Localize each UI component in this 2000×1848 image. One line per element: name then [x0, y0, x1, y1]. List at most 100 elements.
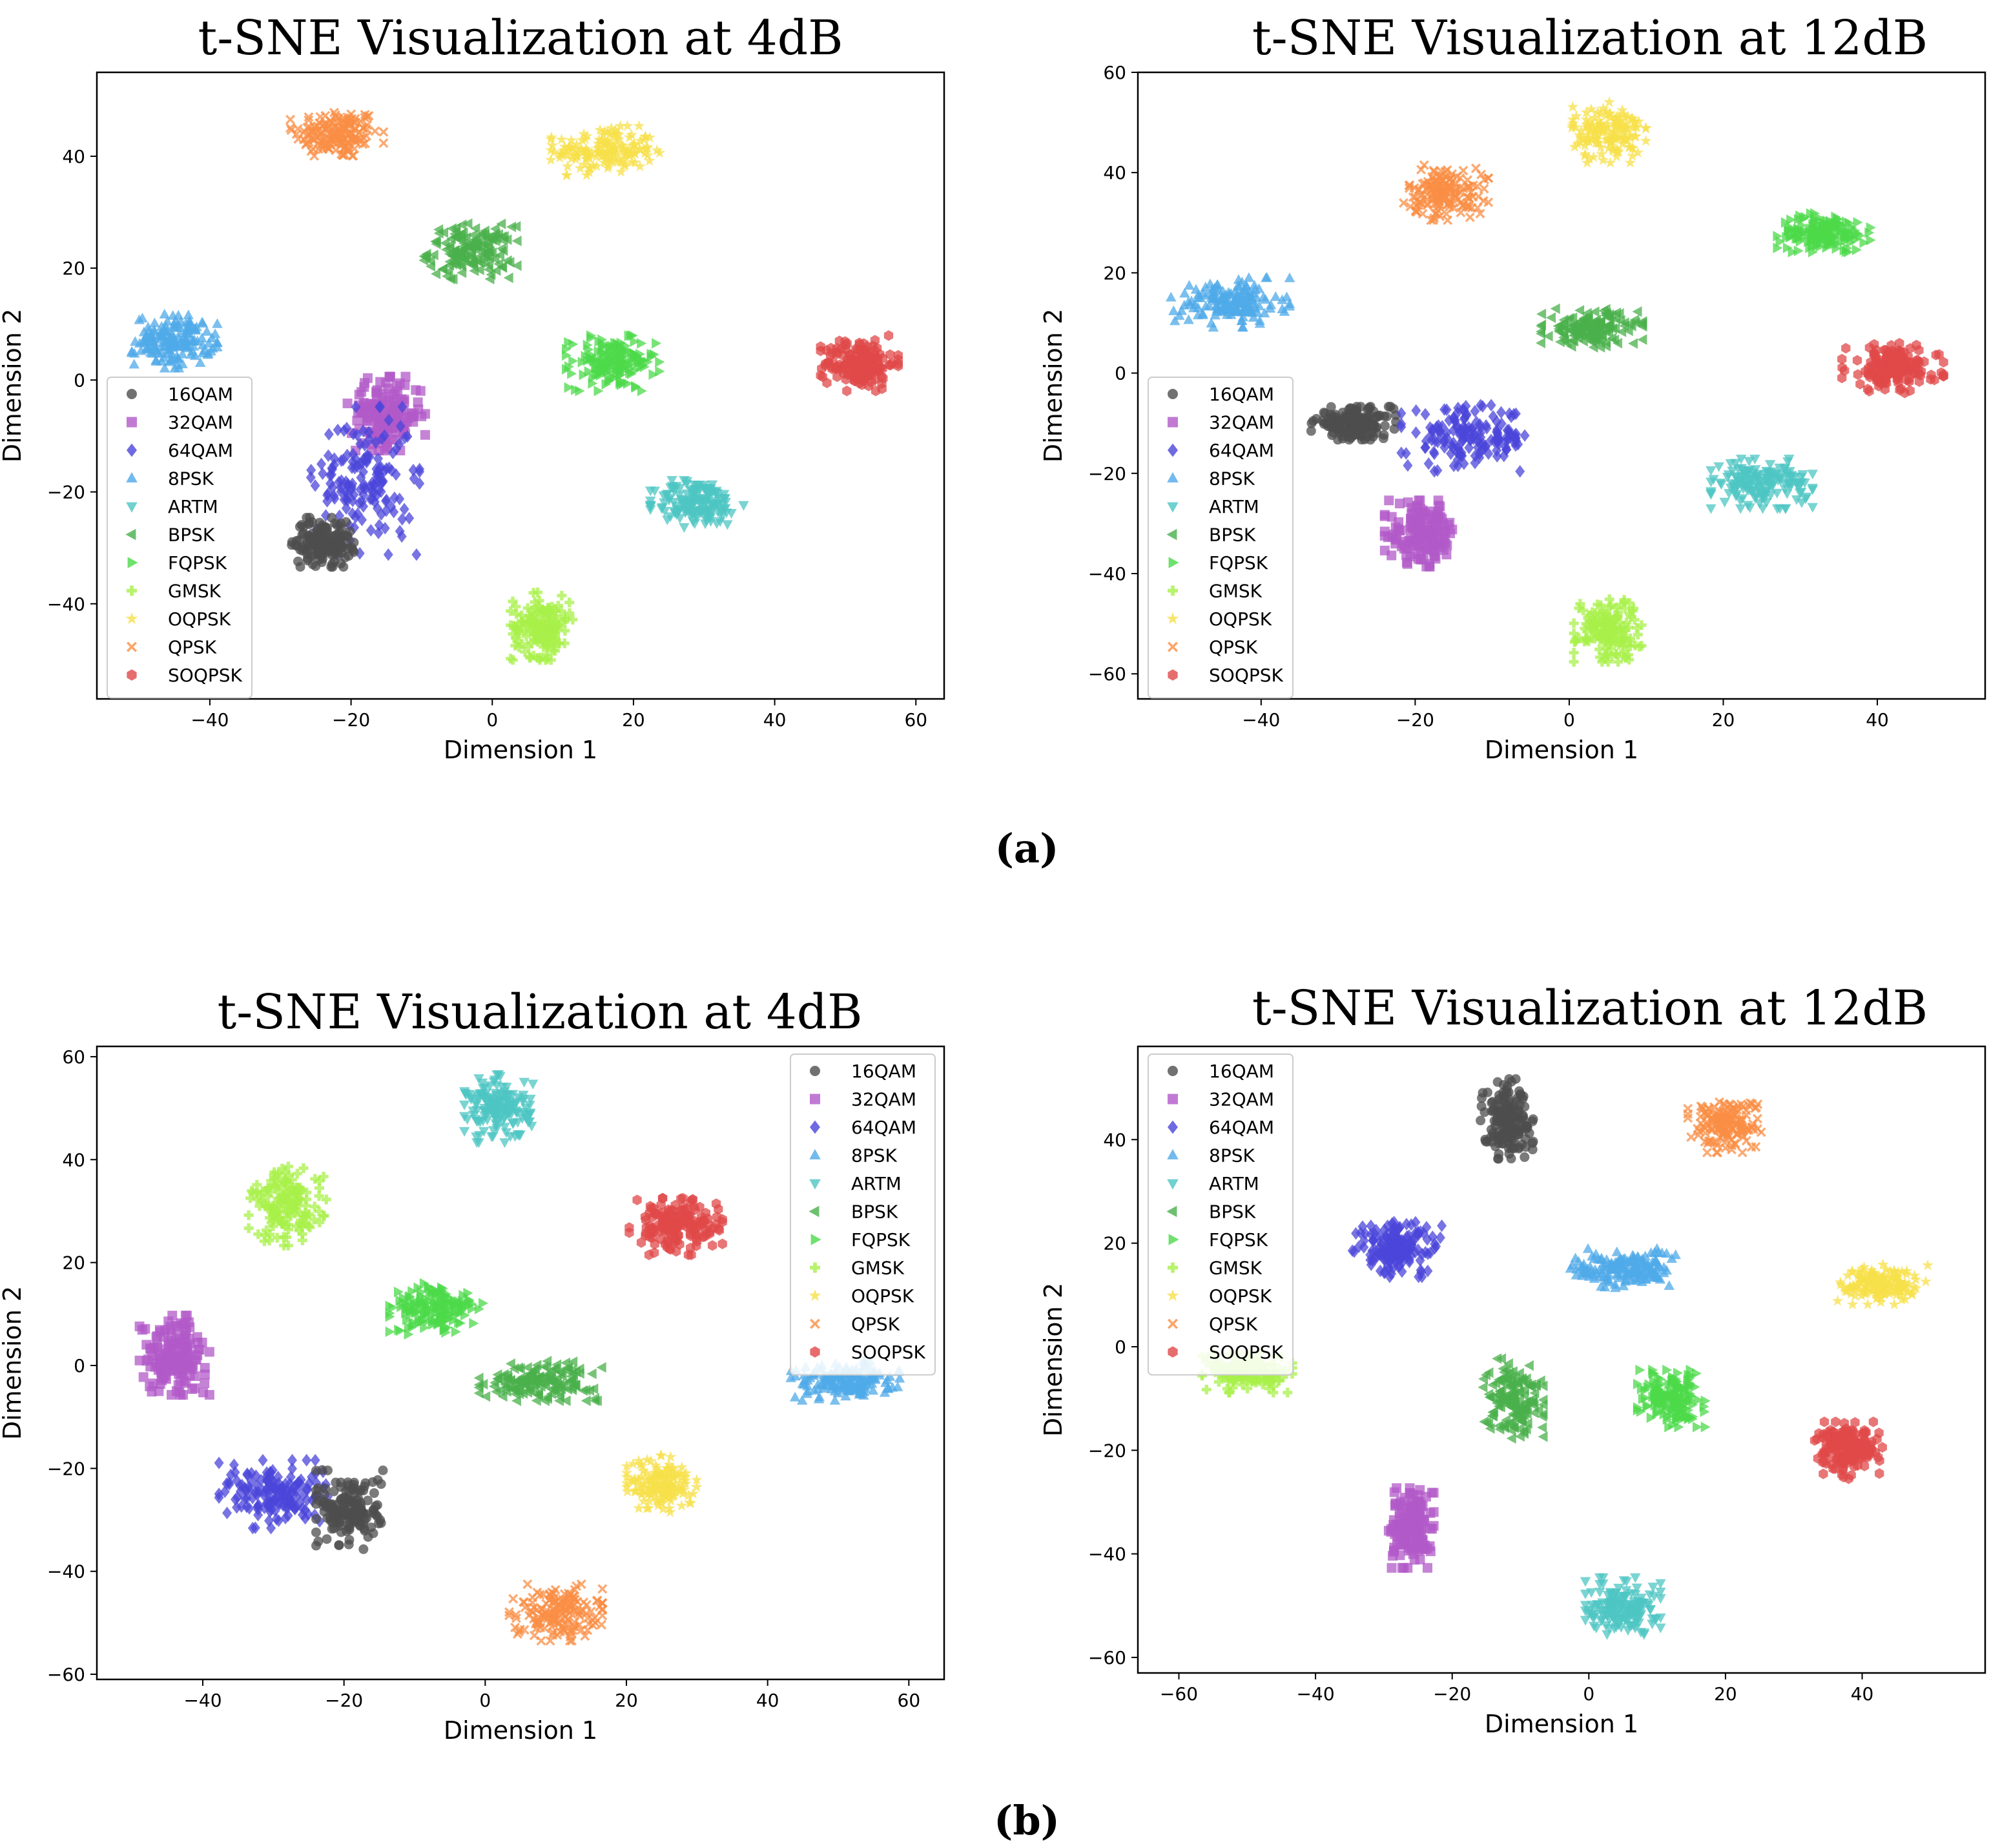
scatter-point: [634, 134, 646, 146]
scatter-point: [457, 219, 467, 231]
scatter-point: [395, 378, 405, 388]
legend-label: SOQPSK: [168, 665, 243, 686]
y-tick-label: 0: [74, 369, 85, 391]
scatter-point: [1344, 435, 1354, 445]
scatter-point: [181, 1378, 191, 1388]
scatter-point: [590, 160, 603, 171]
scatter-point: [327, 512, 337, 523]
scatter-point: [575, 385, 585, 397]
scatter-point: [362, 124, 372, 134]
scatter-point: [1438, 523, 1448, 533]
scatter-point: [164, 333, 176, 343]
scatter-point: [431, 268, 441, 280]
scatter-point: [134, 314, 145, 324]
y-tick-label: 40: [62, 146, 85, 167]
scatter-point: [595, 150, 608, 161]
scatter-point: [203, 348, 214, 358]
scatter-point: [641, 142, 654, 154]
chart-b-4db: t-SNE Visualization at 4dB Dimension 1 D…: [0, 984, 945, 1745]
scatter-point: [298, 528, 309, 539]
scatter-point: [637, 385, 647, 397]
legend-label: SOQPSK: [1209, 665, 1284, 686]
scatter-point: [209, 328, 221, 338]
scatter-point: [561, 160, 573, 172]
scatter-point: [438, 227, 449, 238]
scatter-point: [652, 338, 662, 349]
scatter-point: [579, 158, 591, 170]
legend-marker-32qam: [127, 417, 137, 428]
scatter-point: [885, 349, 895, 360]
scatter-point: [566, 152, 578, 164]
scatter-point: [197, 339, 209, 349]
scatter-point: [304, 112, 314, 122]
scatter-point: [385, 371, 395, 382]
scatter-point: [615, 375, 626, 387]
scatter-point: [150, 355, 161, 365]
scatter-point: [165, 1324, 175, 1334]
scatter-point: [578, 128, 590, 140]
scatter-point: [1379, 420, 1390, 431]
scatter-point: [502, 234, 512, 245]
scatter-point: [608, 144, 620, 156]
scatter-point: [342, 112, 353, 122]
scatter-point: [621, 340, 631, 351]
scatter-point: [170, 315, 181, 326]
scatter-point: [1395, 499, 1405, 508]
scatter-point: [204, 1347, 214, 1357]
scatter-point: [359, 382, 369, 392]
legend-label: GMSK: [168, 581, 222, 602]
scatter-point: [566, 142, 578, 154]
scatter-point: [593, 146, 605, 158]
scatter-point: [581, 130, 593, 141]
scatter-point: [604, 147, 616, 158]
scatter-point: [601, 379, 612, 389]
x-tick-label: 40: [763, 709, 787, 731]
scatter-point: [466, 242, 476, 253]
scatter-point: [362, 131, 372, 141]
scatter-point: [200, 1369, 210, 1380]
scatter-point: [630, 336, 640, 348]
scatter-point: [451, 260, 462, 271]
scatter-point: [1384, 495, 1394, 506]
scatter-point: [313, 1536, 324, 1546]
scatter-point: [599, 138, 612, 150]
scatter-point: [631, 380, 641, 392]
scatter-point: [173, 362, 185, 373]
scatter-point: [411, 385, 421, 395]
scatter-point: [594, 123, 606, 135]
y-axis-label: Dimension 2: [1039, 309, 1067, 462]
scatter-point: [545, 144, 557, 156]
scatter-point: [176, 335, 187, 346]
scatter-point: [443, 266, 453, 277]
scatter-point: [1325, 417, 1335, 428]
scatter-point: [605, 155, 617, 167]
scatter-point: [462, 218, 473, 229]
legend-label: 16QAM: [1209, 384, 1274, 405]
scatter-point: [583, 166, 595, 178]
scatter-point: [309, 134, 320, 145]
legend-label: ARTM: [1209, 496, 1259, 517]
scatter-point: [151, 1358, 161, 1369]
scatter-point: [603, 141, 615, 153]
scatter-point: [129, 358, 139, 369]
scatter-point: [630, 348, 639, 359]
scatter-point: [634, 357, 644, 368]
scatter-point: [304, 518, 314, 528]
legend-label: QPSK: [168, 637, 217, 658]
scatter-point: [1414, 495, 1424, 506]
scatter-point: [1403, 497, 1413, 508]
scatter-point: [593, 346, 604, 357]
scatter-point: [625, 129, 637, 140]
scatter-point: [313, 126, 323, 136]
scatter-point: [331, 139, 341, 149]
legend-marker-16qam: [127, 389, 137, 399]
scatter-point: [1374, 410, 1385, 420]
scatter-point: [583, 161, 595, 173]
scatter-point: [480, 249, 490, 260]
scatter-point: [191, 1355, 201, 1365]
scatter-point: [597, 145, 609, 156]
scatter-point: [451, 222, 461, 234]
x-tick-label: 20: [622, 709, 645, 731]
scatter-point: [511, 235, 522, 247]
scatter-point: [447, 251, 457, 262]
